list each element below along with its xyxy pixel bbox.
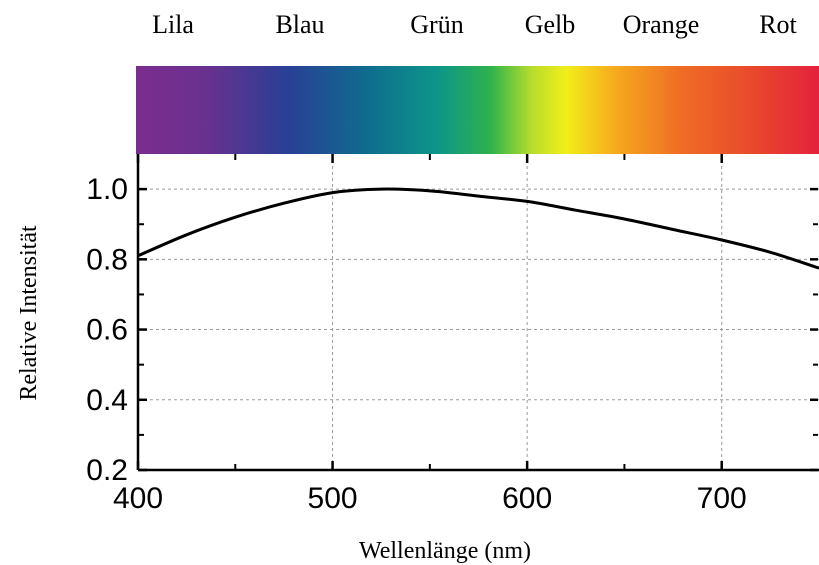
spectrum-label-4: Orange (623, 10, 700, 39)
x-tick-label: 600 (502, 482, 552, 515)
spectrum-label-2: Grün (410, 10, 463, 39)
spectrum-label-5: Rot (759, 10, 797, 39)
y-tick-label: 0.6 (86, 314, 128, 347)
ticks (136, 154, 818, 472)
tick-labels: 400 500 600 700 0.2 0.4 0.6 0.8 1.0 (86, 173, 746, 515)
x-tick-label: 500 (308, 482, 358, 515)
y-axis-label: Relative Intensität (16, 225, 42, 401)
spectrum-label-3: Gelb (525, 10, 576, 39)
y-tick-label: 0.8 (86, 243, 128, 276)
intensity-curve (137, 187, 819, 270)
y-tick-label: 1.0 (86, 173, 128, 206)
y-tick-label: 0.4 (86, 384, 128, 417)
color-spectrum-bar (136, 66, 819, 154)
grid (137, 154, 819, 470)
spectrum-labels: Lila Blau Grün Gelb Orange Rot (152, 10, 797, 39)
x-tick-label: 700 (697, 482, 747, 515)
x-axis-label: Wellenlänge (nm) (359, 538, 531, 564)
spectrum-label-0: Lila (152, 10, 194, 39)
spectrum-label-1: Blau (275, 10, 324, 39)
y-tick-label: 0.2 (86, 454, 128, 487)
x-tick-label: 400 (113, 482, 163, 515)
